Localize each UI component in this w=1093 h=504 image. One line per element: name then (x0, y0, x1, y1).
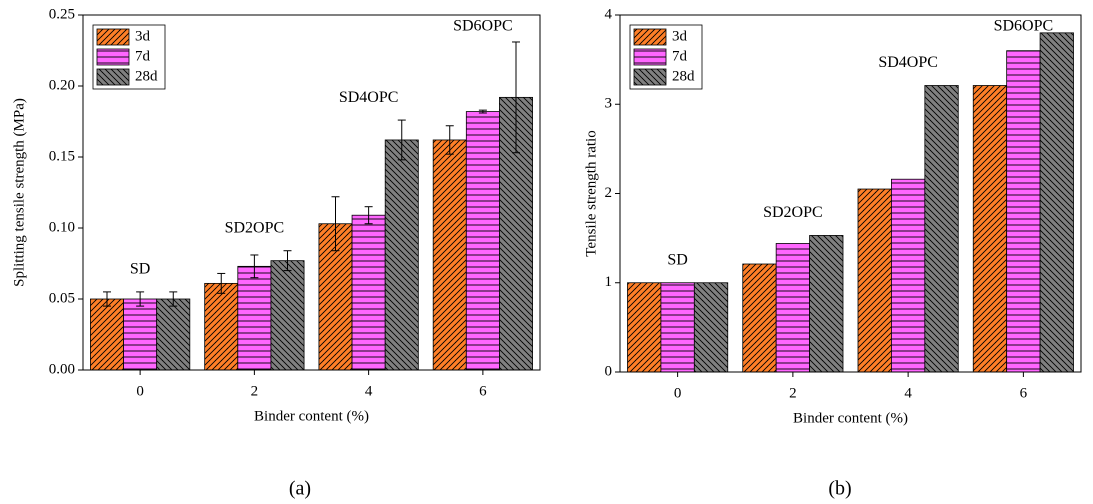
y-tick-label: 0.10 (49, 219, 75, 235)
legend-label: 28d (672, 68, 695, 84)
bar (1039, 32, 1074, 373)
y-axis-label: Splitting tensile strength (MPa) (11, 98, 27, 287)
bar (351, 214, 386, 371)
legend-swatch (96, 68, 130, 86)
x-tick-label: 6 (1020, 385, 1028, 401)
error-bar (136, 291, 145, 307)
annotation: SD (667, 251, 687, 268)
bar (809, 235, 844, 373)
bar (237, 265, 272, 371)
legend-label: 28d (135, 68, 158, 84)
x-tick-label: 4 (904, 385, 912, 401)
error-bar (217, 272, 226, 294)
plot-frame (82, 14, 541, 371)
bar (742, 263, 777, 373)
legend-swatch (633, 28, 667, 46)
error-bar (364, 206, 373, 225)
x-tick-label: 6 (479, 383, 487, 399)
error-bar (250, 254, 259, 279)
y-tick-label: 0.25 (49, 6, 75, 22)
legend-swatch (633, 48, 667, 66)
plot-frame (619, 14, 1082, 373)
error-bar (445, 125, 454, 155)
annotation: SD (130, 261, 150, 278)
bar (693, 282, 729, 373)
caption: (a) (289, 478, 311, 500)
annotation: SD6OPC (453, 18, 513, 35)
x-tick-label: 2 (789, 385, 797, 401)
bar (775, 243, 810, 373)
bar (924, 85, 959, 373)
bar (432, 139, 467, 371)
y-tick-label: 2 (605, 185, 613, 201)
legend-swatch (96, 28, 130, 46)
x-axis-label: Binder content (%) (254, 408, 369, 424)
legend-label: 7d (135, 48, 151, 64)
y-tick-label: 0.05 (49, 290, 75, 306)
x-tick-label: 2 (251, 383, 259, 399)
annotation: SD4OPC (339, 89, 399, 106)
y-axis-label: Tensile strength ratio (583, 130, 599, 256)
bar (1006, 50, 1041, 373)
error-bar (102, 291, 111, 307)
bar (270, 260, 305, 371)
legend: 3d 7d 28d (629, 24, 703, 90)
error-bar (478, 109, 487, 114)
bar (156, 298, 191, 371)
bar (204, 282, 239, 371)
bar (627, 282, 662, 373)
annotation: SD2OPC (225, 219, 285, 236)
error-bar (512, 41, 521, 154)
y-tick-label: 0.00 (49, 361, 75, 377)
bar (90, 298, 124, 371)
legend-swatch (633, 68, 667, 86)
caption: (b) (828, 478, 851, 500)
annotation: SD4OPC (878, 54, 938, 71)
bar (857, 188, 892, 373)
bar (660, 282, 695, 373)
legend-swatch (96, 48, 130, 66)
error-bar (169, 291, 178, 307)
error-bar (397, 119, 406, 161)
bar (972, 85, 1008, 373)
bar (123, 298, 158, 371)
error-bar (283, 250, 292, 272)
error-bar (331, 196, 340, 252)
bar (891, 178, 926, 373)
annotation: SD2OPC (763, 204, 823, 221)
legend: 3d 7d 28d (92, 24, 166, 90)
y-tick-label: 0.15 (49, 148, 75, 164)
x-tick-label: 0 (674, 385, 682, 401)
y-tick-label: 0 (605, 363, 613, 379)
legend-label: 7d (672, 48, 688, 64)
bar (465, 111, 500, 371)
x-tick-label: 4 (365, 383, 373, 399)
annotation: SD6OPC (994, 18, 1054, 35)
y-tick-label: 1 (605, 274, 613, 290)
legend-label: 3d (672, 28, 688, 44)
x-axis-label: Binder content (%) (793, 410, 908, 426)
y-tick-label: 0.20 (49, 77, 75, 93)
y-tick-label: 3 (605, 96, 613, 112)
bar (384, 139, 419, 371)
y-tick-label: 4 (605, 6, 613, 22)
x-tick-label: 0 (136, 383, 144, 399)
legend-label: 3d (135, 28, 151, 44)
